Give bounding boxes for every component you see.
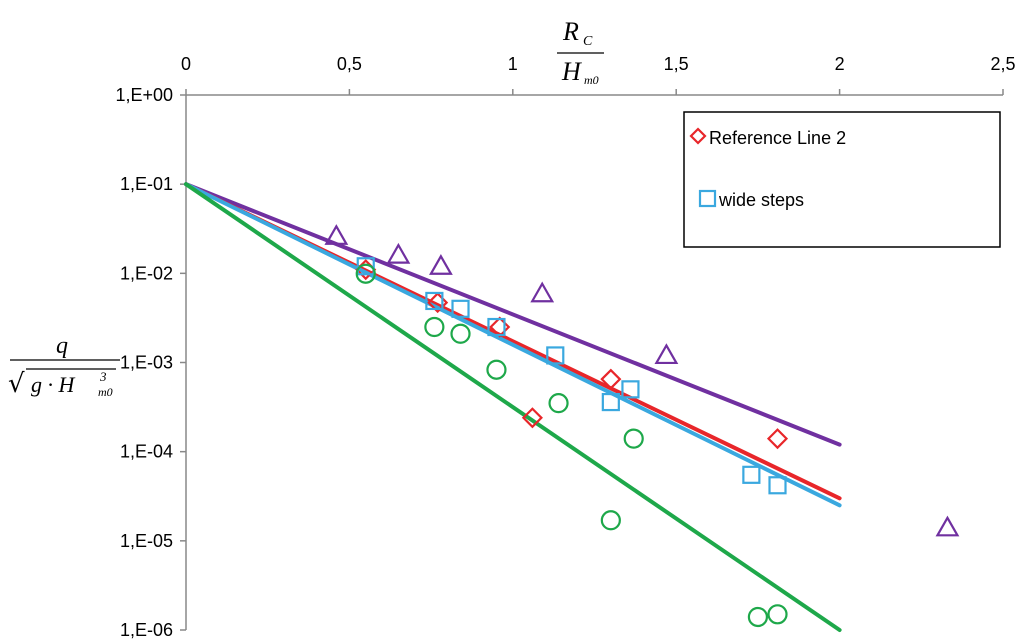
marker-circle [486, 359, 507, 380]
marker-square [487, 317, 506, 337]
y-tick-label: 1,E-06 [120, 620, 173, 640]
tick-labels: 0 0,5 1 1,5 2 2,5 1,E+00 1,E-01 1,E-02 1,E-03 1,E-… [115, 54, 1015, 640]
y-label-denominator-sub: m0 [98, 385, 113, 399]
marker-square [742, 465, 761, 484]
x-label-denominator: H [561, 57, 582, 86]
trend-line [184, 182, 842, 508]
marker-square [356, 257, 375, 276]
y-label-numerator: q [56, 333, 68, 359]
legend-label: Reference Line 2 [709, 128, 846, 148]
marker-circle [355, 263, 376, 284]
marker-circle [424, 316, 445, 338]
x-label-numerator: R [562, 17, 579, 46]
y-tick-label: 1,E-05 [120, 531, 173, 551]
marker-diamond [766, 428, 789, 450]
marker-triangle [654, 343, 679, 365]
marker-diamond [600, 368, 622, 390]
marker-circle [623, 428, 644, 449]
x-label-denominator-sub: m0 [584, 73, 599, 87]
y-tick-label: 1,E-04 [120, 442, 173, 462]
y-label-sqrt-sign: √ [8, 369, 25, 399]
y-axis-label: q √ g · H 3 m0 [8, 333, 120, 399]
x-axis-label: R C H m0 [557, 17, 604, 87]
marker-square [601, 392, 620, 412]
marker-circle [450, 323, 471, 344]
x-tick-label: 0,5 [337, 54, 362, 74]
markers [324, 224, 960, 628]
y-tick-label: 1,E-01 [120, 174, 173, 194]
legend: Reference Line 2 wide steps [683, 111, 1001, 248]
marker-square [425, 291, 444, 311]
marker-triangle [324, 224, 349, 245]
y-tick-label: 1,E+00 [115, 85, 173, 105]
trend-line [184, 182, 842, 447]
x-label-numerator-sub: C [583, 34, 593, 49]
legend-entry-wide-steps: wide steps [698, 189, 804, 210]
x-tick-label: 2,5 [990, 54, 1015, 74]
y-label-denominator-sup: 3 [99, 369, 107, 384]
trend-lines [184, 182, 842, 632]
marker-circle [548, 393, 569, 414]
x-tick-label: 2 [835, 54, 845, 74]
trend-line [184, 182, 842, 632]
marker-square [546, 346, 565, 365]
legend-entry-reference-line-2: Reference Line 2 [689, 127, 846, 148]
y-tick-label: 1,E-02 [120, 263, 173, 283]
marker-triangle [386, 242, 411, 264]
marker-square [768, 476, 787, 495]
y-label-denominator: g · H [31, 372, 76, 397]
x-tick-label: 1 [508, 54, 518, 74]
x-tick-label: 1,5 [664, 54, 689, 74]
legend-marker-square [698, 189, 717, 208]
legend-label: wide steps [718, 190, 804, 210]
marker-triangle [530, 281, 555, 303]
y-tick-label: 1,E-03 [120, 353, 173, 373]
marker-circle [600, 510, 621, 531]
marker-triangle [935, 515, 960, 537]
marker-diamond [521, 407, 543, 429]
legend-marker-diamond [689, 127, 707, 145]
legend-box [683, 111, 1001, 248]
marker-diamond [427, 292, 449, 314]
marker-circle [747, 606, 769, 628]
marker-circle [767, 604, 788, 625]
marker-triangle [429, 254, 453, 275]
x-tick-label: 0 [181, 54, 191, 74]
marker-square [451, 299, 470, 318]
marker-square [621, 380, 640, 399]
